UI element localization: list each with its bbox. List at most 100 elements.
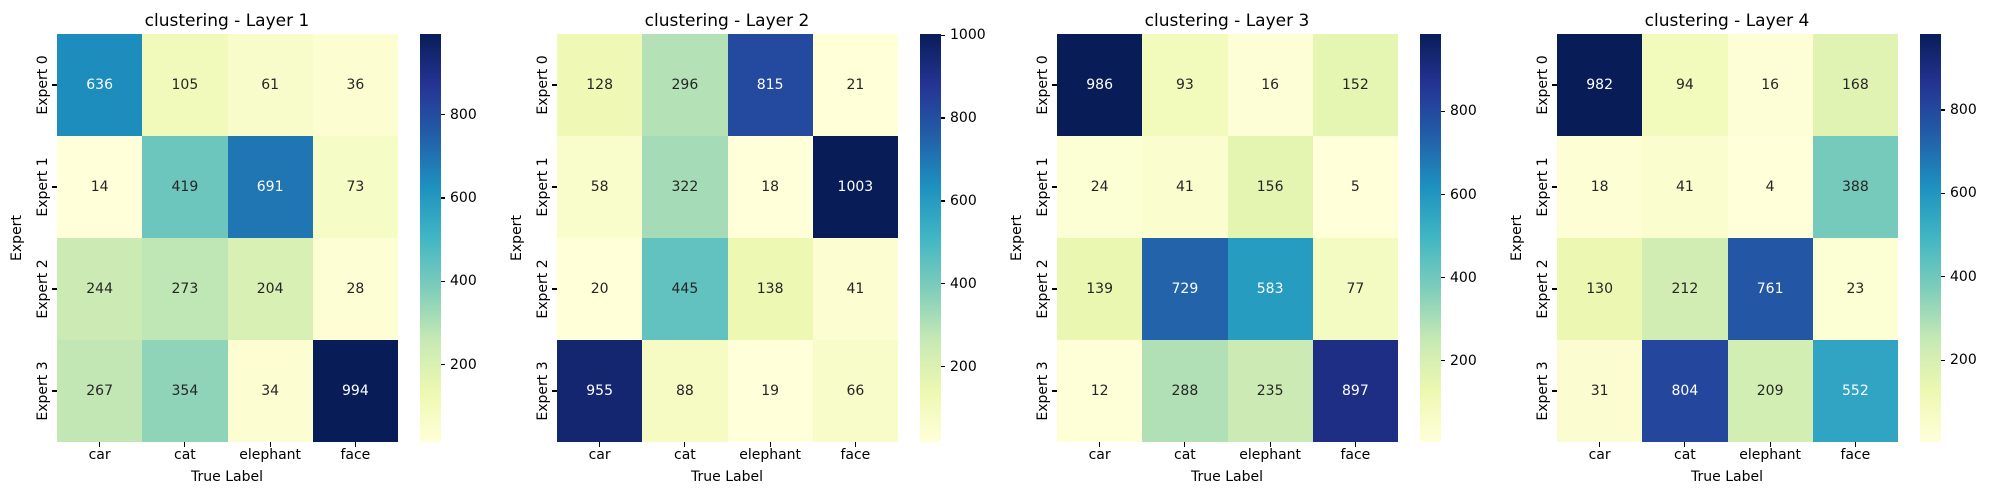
heatmap-cell: 61 xyxy=(227,34,313,136)
colorbar-gradient xyxy=(1420,34,1441,442)
y-tick-mark xyxy=(1052,186,1057,188)
panel-title: clustering - Layer 2 xyxy=(644,11,810,31)
heatmap-cell: 322 xyxy=(642,136,728,238)
colorbar-tick-label: 1000 xyxy=(950,27,986,44)
heatmap-cell: 204 xyxy=(227,238,313,340)
x-tick-label: elephant xyxy=(239,447,302,463)
y-tick-mark xyxy=(552,84,557,86)
x-tick-mark xyxy=(99,442,101,447)
heatmap-panel-layer-3: clustering - Layer 3 Expert 986 93 16 152 24… xyxy=(1000,0,1500,500)
heatmap-cell: 23 xyxy=(1812,238,1898,340)
heatmap-cell: 804 xyxy=(1642,340,1728,442)
heatmap-cell: 1003 xyxy=(812,136,898,238)
x-tick-label: face xyxy=(1840,447,1871,463)
x-tick-mark xyxy=(1354,442,1356,447)
y-tick-label: Expert 1 xyxy=(535,157,551,217)
colorbar-tick-label: 200 xyxy=(1950,352,1977,369)
x-tick-mark xyxy=(684,442,686,447)
heatmap-cell: 273 xyxy=(142,238,228,340)
x-axis-label: True Label xyxy=(1691,469,1763,485)
heatmap-cell: 128 xyxy=(557,34,643,136)
x-tick-label: car xyxy=(588,447,611,463)
heatmap-cell: 445 xyxy=(642,238,728,340)
heatmap-cell: 156 xyxy=(1227,136,1313,238)
heatmap-cell: 994 xyxy=(312,340,398,442)
heatmap-cell: 41 xyxy=(1142,136,1228,238)
heatmap-cell: 986 xyxy=(1057,34,1143,136)
colorbar-tick-mark xyxy=(1941,109,1945,111)
y-tick-mark xyxy=(1052,84,1057,86)
x-tick-label: car xyxy=(1588,447,1611,463)
x-tick-mark xyxy=(269,442,271,447)
colorbar-tick-label: 800 xyxy=(950,110,977,127)
heatmap-cell: 18 xyxy=(1557,136,1643,238)
heatmap-cell: 18 xyxy=(727,136,813,238)
heatmap-cell: 354 xyxy=(142,340,228,442)
heatmap-cell: 16 xyxy=(1727,34,1813,136)
colorbar-tick-mark xyxy=(1941,359,1945,361)
y-tick-label: Expert 3 xyxy=(1535,361,1551,421)
x-tick-label: cat xyxy=(673,447,696,463)
heatmap-cell: 209 xyxy=(1727,340,1813,442)
heatmap-cell: 12 xyxy=(1057,340,1143,442)
y-tick-mark xyxy=(52,390,57,392)
x-tick-label: cat xyxy=(1173,447,1196,463)
heatmap-cell: 244 xyxy=(57,238,143,340)
colorbar-tick-mark xyxy=(441,114,445,116)
heatmap-cell: 982 xyxy=(1557,34,1643,136)
y-tick-label: Expert 2 xyxy=(35,259,51,319)
colorbar-tick-mark xyxy=(941,200,945,202)
heatmap-cell: 139 xyxy=(1057,238,1143,340)
colorbar-tick-label: 200 xyxy=(450,356,477,373)
heatmap-cell: 73 xyxy=(312,136,398,238)
colorbar-tick-mark xyxy=(441,197,445,199)
heatmap-cell: 21 xyxy=(812,34,898,136)
y-tick-mark xyxy=(552,186,557,188)
y-tick-label: Expert 1 xyxy=(1535,157,1551,217)
colorbar-tick-label: 600 xyxy=(1450,186,1477,203)
x-tick-mark xyxy=(1599,442,1601,447)
y-tick-label: Expert 3 xyxy=(1035,361,1051,421)
colorbar-tick-label: 600 xyxy=(450,190,477,207)
heatmap-cell: 105 xyxy=(142,34,228,136)
heatmap-cell: 636 xyxy=(57,34,143,136)
colorbar-tick-mark xyxy=(1941,276,1945,278)
heatmap-cell: 235 xyxy=(1227,340,1313,442)
colorbar-tick-label: 200 xyxy=(950,358,977,375)
panel-title: clustering - Layer 3 xyxy=(1144,11,1310,31)
x-axis-label: True Label xyxy=(191,469,263,485)
heatmap-cell: 77 xyxy=(1312,238,1398,340)
colorbar-tick-label: 400 xyxy=(450,273,477,290)
heatmap-grid: 128 296 815 21 58 322 18 1003 20 445 138 41 955 88 19 6… xyxy=(557,34,898,442)
y-tick-label: Expert 3 xyxy=(535,361,551,421)
heatmap-cell: 58 xyxy=(557,136,643,238)
y-tick-mark xyxy=(552,390,557,392)
y-tick-label: Expert 3 xyxy=(35,361,51,421)
x-tick-mark xyxy=(354,442,356,447)
heatmap-panel-layer-2: clustering - Layer 2 Expert 128 296 815 21 5… xyxy=(500,0,1000,500)
heatmap-cell: 267 xyxy=(57,340,143,442)
heatmap-cell: 20 xyxy=(557,238,643,340)
colorbar-tick-label: 600 xyxy=(950,192,977,209)
heatmap-cell: 583 xyxy=(1227,238,1313,340)
heatmap-cell: 66 xyxy=(812,340,898,442)
y-tick-label: Expert 2 xyxy=(1035,259,1051,319)
colorbar-tick-mark xyxy=(441,363,445,366)
y-tick-label: Expert 0 xyxy=(535,55,551,115)
panel-title: clustering - Layer 4 xyxy=(1644,11,1810,31)
y-tick-label: Expert 0 xyxy=(35,55,51,115)
x-tick-mark xyxy=(1684,442,1686,447)
y-tick-label: Expert 2 xyxy=(1535,259,1551,319)
heatmap-cell: 41 xyxy=(1642,136,1728,238)
x-tick-label: elephant xyxy=(1239,447,1302,463)
heatmap-cell: 34 xyxy=(227,340,313,442)
heatmap-cell: 729 xyxy=(1142,238,1228,340)
y-tick-label: Expert 0 xyxy=(1035,55,1051,115)
heatmap-cell: 152 xyxy=(1312,34,1398,136)
heatmap-grid: 982 94 16 168 18 41 4 388 130 212 761 23 31 804 209 552 xyxy=(1557,34,1898,442)
heatmap-panel-layer-4: clustering - Layer 4 Expert 982 94 16 168 18… xyxy=(1500,0,2000,500)
y-tick-mark xyxy=(52,288,57,290)
colorbar-tick-label: 800 xyxy=(1950,101,1977,118)
colorbar-tick-mark xyxy=(941,366,945,368)
y-tick-mark xyxy=(552,288,557,290)
